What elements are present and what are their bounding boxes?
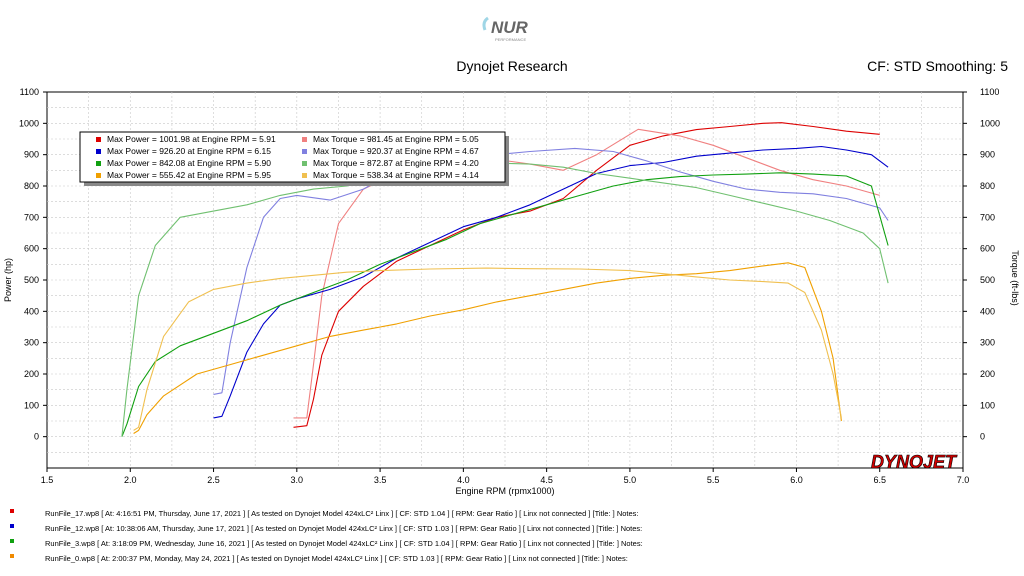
legend-swatch bbox=[302, 137, 307, 142]
y-tick-label-right: 1000 bbox=[980, 118, 1000, 128]
dynojet-brand: DYNOJET bbox=[871, 452, 958, 472]
run-file-info: RunFile_0.wp8 [ At: 2:00:37 PM, Monday, … bbox=[45, 554, 628, 563]
series-line-power bbox=[133, 262, 842, 434]
y-tick-label-left: 500 bbox=[24, 275, 39, 285]
x-tick-label: 5.0 bbox=[624, 475, 637, 485]
legend-entry: Max Torque = 538.34 at Engine RPM = 4.14 bbox=[313, 170, 479, 180]
run-color-marker bbox=[10, 524, 14, 528]
legend-swatch bbox=[96, 161, 101, 166]
x-axis-title: Engine RPM (rpmx1000) bbox=[455, 486, 554, 496]
run-color-marker bbox=[10, 554, 14, 558]
legend-swatch bbox=[96, 149, 101, 154]
x-tick-label: 3.5 bbox=[374, 475, 387, 485]
x-tick-label: 2.5 bbox=[207, 475, 220, 485]
run-file-info: RunFile_12.wp8 [ At: 10:38:06 AM, Thursd… bbox=[45, 524, 643, 533]
legend-box bbox=[79, 131, 506, 183]
legend-entry: Max Power = 926.20 at Engine RPM = 6.15 bbox=[107, 146, 271, 156]
run-file-row: RunFile_17.wp8 [ At: 4:16:51 PM, Thursda… bbox=[8, 506, 1008, 521]
y-tick-label-right: 1100 bbox=[980, 87, 999, 97]
y-tick-label-left: 300 bbox=[24, 338, 39, 348]
y-tick-label-left: 0 bbox=[34, 432, 39, 442]
y-tick-label-right: 400 bbox=[980, 306, 995, 316]
legend-entry: Max Torque = 872.87 at Engine RPM = 4.20 bbox=[313, 158, 479, 168]
run-color-marker bbox=[10, 509, 14, 513]
legend-swatch bbox=[302, 149, 307, 154]
y-tick-label-right: 700 bbox=[980, 212, 995, 222]
x-tick-label: 3.0 bbox=[291, 475, 304, 485]
chart-title: Dynojet Research bbox=[456, 58, 568, 74]
y-tick-label-left: 1000 bbox=[19, 118, 39, 128]
x-axis-ticks: 1.5 2.0 2.5 3.0 3.5 4.0 4.5 5.0 5.5 6.0 6.5 7.0 bbox=[41, 468, 970, 485]
x-tick-label: 2.0 bbox=[124, 475, 137, 485]
y-tick-label-left: 900 bbox=[24, 150, 39, 160]
legend-swatch bbox=[302, 161, 307, 166]
x-tick-label: 4.5 bbox=[540, 475, 553, 485]
y-tick-label-right: 900 bbox=[980, 150, 995, 160]
legend-entry: Max Torque = 981.45 at Engine RPM = 5.05 bbox=[313, 134, 479, 144]
run-file-list: RunFile_17.wp8 [ At: 4:16:51 PM, Thursda… bbox=[8, 506, 1008, 566]
legend-swatch bbox=[302, 173, 307, 178]
y-axis-title-left: Power (hp) bbox=[3, 258, 13, 302]
y-tick-label-left: 700 bbox=[24, 212, 39, 222]
run-file-row: RunFile_3.wp8 [ At: 3:18:09 PM, Wednesda… bbox=[8, 536, 1008, 551]
series-line-power bbox=[121, 172, 889, 437]
run-file-info: RunFile_17.wp8 [ At: 4:16:51 PM, Thursda… bbox=[45, 509, 639, 518]
x-tick-label: 7.0 bbox=[957, 475, 970, 485]
y-tick-label-left: 600 bbox=[24, 244, 39, 254]
run-file-row: RunFile_0.wp8 [ At: 2:00:37 PM, Monday, … bbox=[8, 551, 1008, 566]
legend-entry: Max Power = 842.08 at Engine RPM = 5.90 bbox=[107, 158, 271, 168]
y-tick-label-left: 200 bbox=[24, 369, 39, 379]
y-tick-label-left: 1100 bbox=[20, 87, 39, 97]
y-tick-label-left: 400 bbox=[24, 306, 39, 316]
x-tick-label: 1.5 bbox=[41, 475, 54, 485]
logo-subtext: PERFORMANCE bbox=[495, 37, 526, 42]
y-tick-label-right: 800 bbox=[980, 181, 995, 191]
run-color-marker bbox=[10, 539, 14, 543]
y-tick-label-right: 0 bbox=[980, 432, 985, 442]
y-tick-label-right: 300 bbox=[980, 338, 995, 348]
y-tick-label-right: 200 bbox=[980, 369, 995, 379]
legend: Max Power = 1001.98 at Engine RPM = 5.91… bbox=[79, 131, 509, 186]
run-file-row: RunFile_12.wp8 [ At: 10:38:06 AM, Thursd… bbox=[8, 521, 1008, 536]
x-tick-label: 6.5 bbox=[873, 475, 886, 485]
legend-entry: Max Power = 555.42 at Engine RPM = 5.95 bbox=[107, 170, 271, 180]
x-tick-label: 6.0 bbox=[790, 475, 803, 485]
y-axis-title-right: Torque (ft-lbs) bbox=[1010, 250, 1020, 306]
nur-performance-logo: NUR PERFORMANCE bbox=[474, 14, 544, 46]
y-tick-label-left: 100 bbox=[24, 400, 39, 410]
legend-swatch bbox=[96, 173, 101, 178]
x-tick-label: 5.5 bbox=[707, 475, 720, 485]
y-tick-label-right: 100 bbox=[980, 400, 995, 410]
legend-entry: Max Power = 1001.98 at Engine RPM = 5.91 bbox=[107, 134, 276, 144]
y-tick-label-right: 500 bbox=[980, 275, 995, 285]
run-file-info: RunFile_3.wp8 [ At: 3:18:09 PM, Wednesda… bbox=[45, 539, 643, 548]
cf-smoothing-info: CF: STD Smoothing: 5 bbox=[867, 58, 1008, 74]
dyno-chart: 1.5 2.0 2.5 3.0 3.5 4.0 4.5 5.0 5.5 6.0 6.5 7.0 110… bbox=[3, 87, 1020, 496]
x-tick-label: 4.0 bbox=[457, 475, 470, 485]
y-tick-label-left: 800 bbox=[24, 181, 39, 191]
legend-swatch bbox=[96, 137, 101, 142]
y-tick-label-right: 600 bbox=[980, 244, 995, 254]
series-line-torque bbox=[133, 267, 842, 431]
series-line-power bbox=[213, 145, 889, 419]
logo-text: NUR bbox=[491, 18, 529, 37]
legend-entry: Max Torque = 920.37 at Engine RPM = 4.67 bbox=[313, 146, 479, 156]
series-group bbox=[121, 122, 889, 437]
